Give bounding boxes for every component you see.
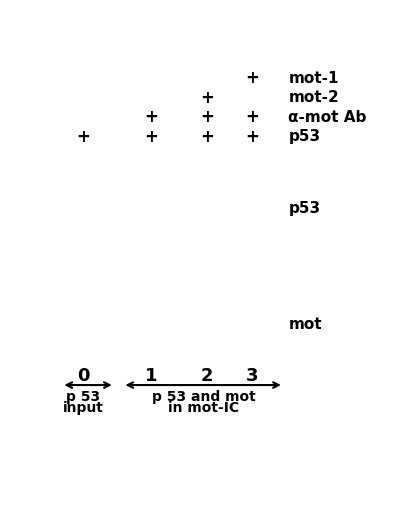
Text: p 53 and mot: p 53 and mot <box>152 389 256 403</box>
Text: 1: 1 <box>145 367 157 384</box>
Text: +: + <box>144 127 158 145</box>
Text: input: input <box>63 400 104 415</box>
Text: in mot-IC: in mot-IC <box>168 400 240 415</box>
Text: +: + <box>144 108 158 126</box>
Text: p 53: p 53 <box>66 389 101 403</box>
Text: +: + <box>200 108 214 126</box>
Text: mot-1: mot-1 <box>288 71 339 85</box>
Text: 0: 0 <box>77 367 90 384</box>
Text: mot-2: mot-2 <box>288 90 339 105</box>
Text: p53: p53 <box>288 129 321 144</box>
Text: 2: 2 <box>201 367 213 384</box>
Text: +: + <box>200 127 214 145</box>
Text: +: + <box>76 127 90 145</box>
Text: +: + <box>246 108 259 126</box>
Text: +: + <box>200 88 214 107</box>
Text: α-mot Ab: α-mot Ab <box>288 110 367 124</box>
Text: +: + <box>246 127 259 145</box>
Text: p53: p53 <box>288 201 321 216</box>
Text: 3: 3 <box>246 367 259 384</box>
Text: +: + <box>246 69 259 87</box>
Text: mot: mot <box>288 317 322 332</box>
